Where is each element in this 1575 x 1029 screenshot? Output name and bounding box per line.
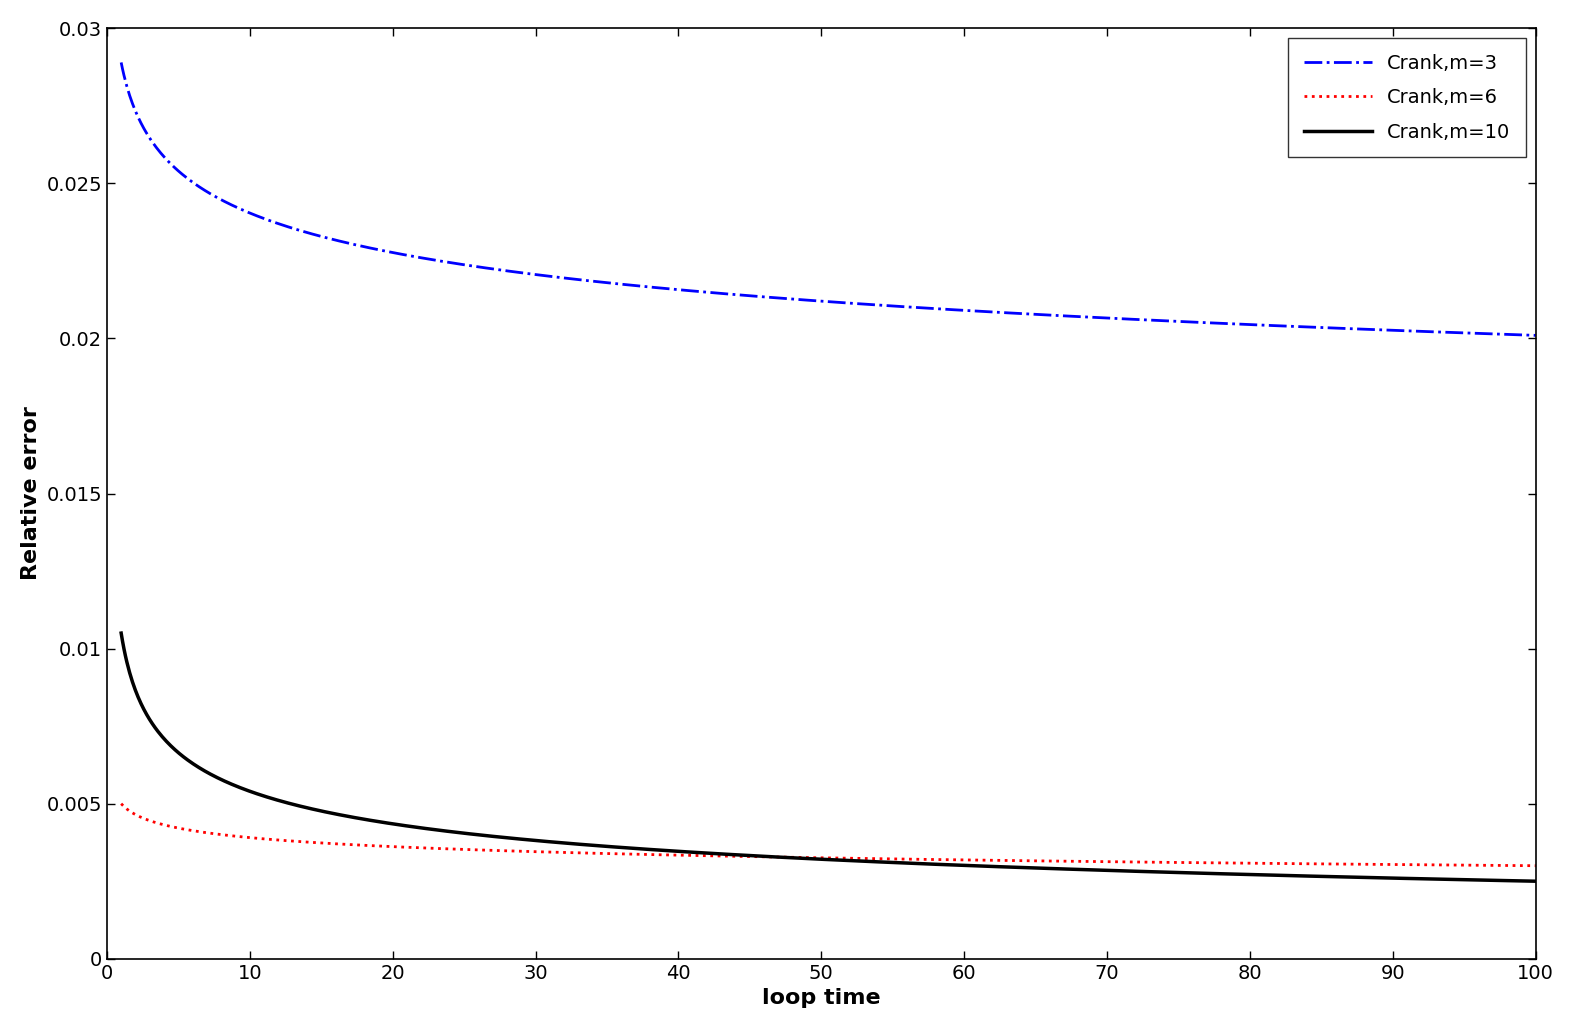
Crank,m=3: [1214, 317, 1233, 329]
Crank,m=6: [1084, 855, 1102, 867]
Crank,m=3: [1084, 311, 1102, 323]
Crank,m=10: [684, 846, 702, 858]
Crank,m=6: [1526, 859, 1545, 872]
Crank,m=3: [112, 57, 131, 69]
Crank,m=10: [1084, 863, 1102, 876]
Crank,m=6: [684, 849, 702, 861]
Crank,m=10: [112, 627, 131, 639]
Crank,m=6: [736, 850, 754, 862]
Line: Crank,m=6: Crank,m=6: [121, 804, 1536, 865]
Crank,m=3: [1240, 318, 1258, 330]
Crank,m=10: [1214, 867, 1233, 880]
Crank,m=6: [1214, 857, 1233, 870]
Crank,m=3: [736, 289, 754, 301]
Crank,m=3: [1526, 329, 1545, 342]
Crank,m=6: [112, 797, 131, 810]
Line: Crank,m=3: Crank,m=3: [121, 63, 1536, 335]
Crank,m=10: [736, 849, 754, 861]
Crank,m=3: [684, 285, 702, 297]
Line: Crank,m=10: Crank,m=10: [121, 633, 1536, 881]
Legend: Crank,m=3, Crank,m=6, Crank,m=10: Crank,m=3, Crank,m=6, Crank,m=10: [1288, 38, 1526, 157]
Y-axis label: Relative error: Relative error: [20, 406, 41, 580]
Crank,m=10: [257, 790, 276, 803]
Crank,m=3: [257, 213, 276, 225]
X-axis label: loop time: loop time: [762, 988, 880, 1008]
Crank,m=6: [257, 832, 276, 845]
Crank,m=6: [1240, 857, 1258, 870]
Crank,m=10: [1526, 875, 1545, 887]
Crank,m=10: [1240, 868, 1258, 881]
